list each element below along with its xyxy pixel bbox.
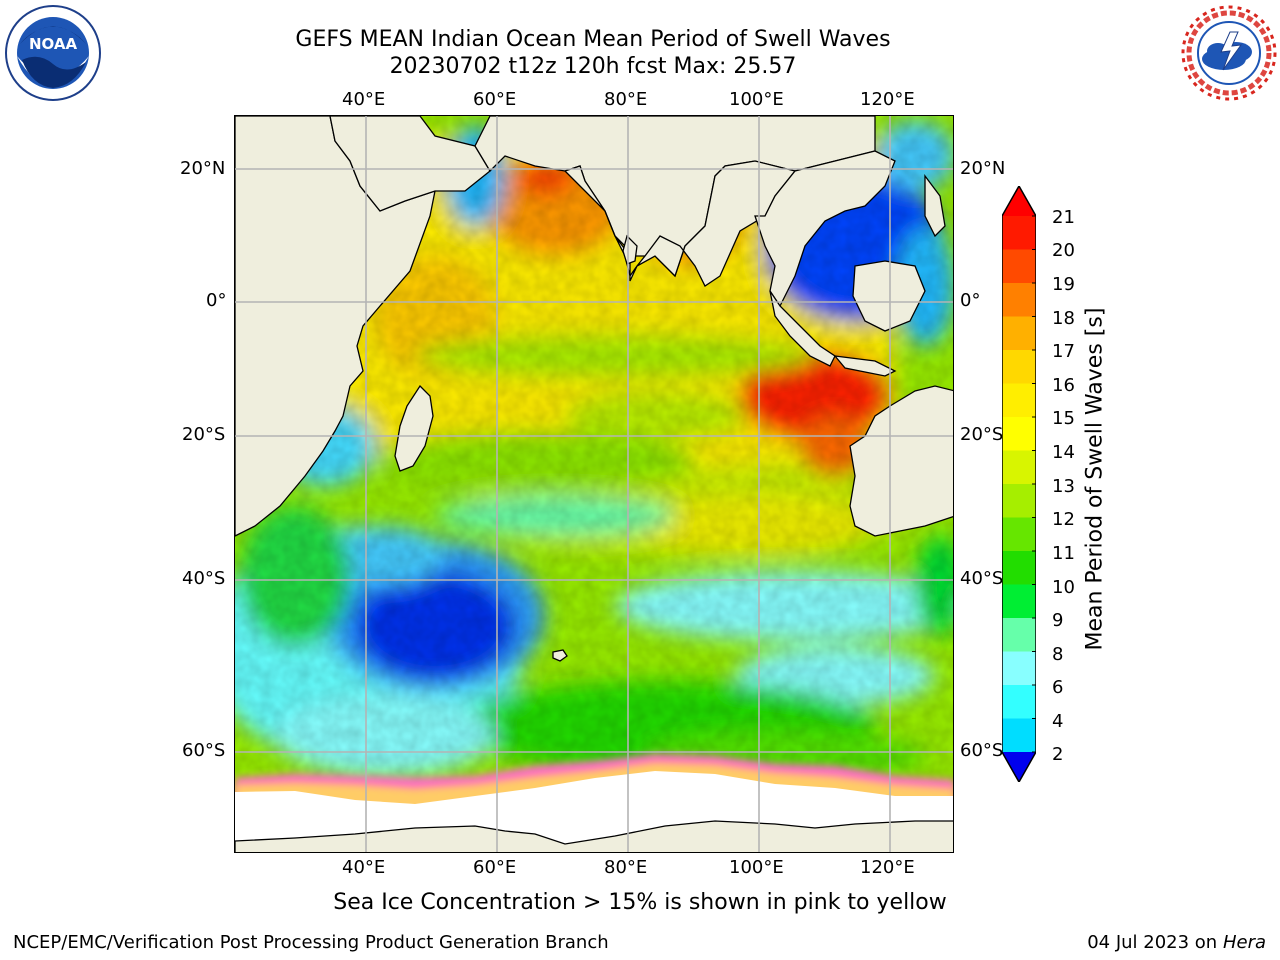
- colorbar-tick: 19: [1052, 274, 1075, 295]
- chart-title: GEFS MEAN Indian Ocean Mean Period of Sw…: [295, 27, 891, 52]
- colorbar-extend-min: [1002, 752, 1036, 782]
- lon-tick-top: 60°E: [473, 89, 517, 110]
- lon-tick-bottom: 80°E: [604, 857, 648, 878]
- lon-tick-top: 80°E: [604, 89, 648, 110]
- lat-tick-right: 40°S: [960, 568, 1004, 589]
- lon-tick-bottom: 100°E: [729, 857, 784, 878]
- colorbar: [1001, 184, 1037, 784]
- lon-tick-top: 100°E: [729, 89, 784, 110]
- colorbar-segment: [1002, 685, 1036, 720]
- colorbar-segment: [1002, 417, 1036, 452]
- lat-tick-right: 20°S: [960, 424, 1004, 445]
- lat-tick-left: 20°N: [180, 158, 226, 179]
- colorbar-tick: 14: [1052, 442, 1075, 463]
- colorbar-scale: [1001, 184, 1037, 784]
- nws-logo: [1180, 4, 1278, 102]
- colorbar-extend-max: [1002, 186, 1036, 216]
- footer-date-text: 04 Jul 2023 on: [1087, 932, 1223, 953]
- colorbar-segment: [1002, 283, 1036, 318]
- land-masses: [235, 116, 953, 852]
- swell-period-map: [235, 116, 953, 852]
- lon-tick-bottom: 120°E: [860, 857, 915, 878]
- lat-tick-right: 0°: [960, 290, 981, 311]
- colorbar-segment: [1002, 718, 1036, 753]
- noaa-logo: NOAA: [4, 4, 102, 102]
- lon-tick-bottom: 40°E: [342, 857, 386, 878]
- colorbar-tick: 4: [1052, 711, 1064, 732]
- colorbar-tick: 21: [1052, 207, 1075, 228]
- colorbar-tick: 15: [1052, 408, 1075, 429]
- colorbar-tick: 17: [1052, 341, 1075, 362]
- colorbar-tick: 13: [1052, 476, 1075, 497]
- graticule: [235, 116, 953, 852]
- footer-date: 04 Jul 2023 on Hera: [1087, 932, 1266, 953]
- chart-subtitle: 20230702 t12z 120h fcst Max: 25.57: [389, 54, 797, 79]
- footer-machine: Hera: [1222, 932, 1266, 953]
- colorbar-tick: 9: [1052, 610, 1064, 631]
- noaa-logo-text: NOAA: [29, 35, 78, 53]
- colorbar-tick: 16: [1052, 375, 1075, 396]
- lat-tick-left: 0°: [206, 290, 227, 311]
- lat-tick-left: 40°S: [182, 568, 226, 589]
- map-panel[interactable]: [234, 115, 954, 853]
- colorbar-segment: [1002, 618, 1036, 653]
- colorbar-segment: [1002, 450, 1036, 485]
- colorbar-segment: [1002, 584, 1036, 619]
- lat-tick-right: 20°N: [960, 158, 1006, 179]
- colorbar-segment: [1002, 316, 1036, 351]
- lat-tick-right: 60°S: [960, 740, 1004, 761]
- sea-ice-note: Sea Ice Concentration > 15% is shown in …: [333, 890, 947, 915]
- colorbar-tick: 10: [1052, 577, 1075, 598]
- colorbar-tick: 11: [1052, 543, 1075, 564]
- colorbar-segment: [1002, 350, 1036, 385]
- colorbar-segment: [1002, 484, 1036, 519]
- colorbar-tick: 20: [1052, 240, 1075, 261]
- colorbar-tick: 12: [1052, 509, 1075, 530]
- colorbar-tick: 2: [1052, 744, 1064, 765]
- footer-credit: NCEP/EMC/Verification Post Processing Pr…: [13, 932, 609, 953]
- colorbar-segment: [1002, 517, 1036, 552]
- lat-tick-left: 60°S: [182, 740, 226, 761]
- lon-tick-top: 40°E: [342, 89, 386, 110]
- lon-tick-top: 120°E: [860, 89, 915, 110]
- colorbar-segment: [1002, 216, 1036, 251]
- colorbar-segment: [1002, 383, 1036, 418]
- colorbar-tick: 8: [1052, 644, 1064, 665]
- colorbar-label: Mean Period of Swell Waves [s]: [1082, 307, 1108, 651]
- colorbar-tick: 6: [1052, 677, 1064, 698]
- lon-tick-bottom: 60°E: [473, 857, 517, 878]
- colorbar-segment: [1002, 249, 1036, 284]
- colorbar-segment: [1002, 551, 1036, 586]
- colorbar-segment: [1002, 651, 1036, 686]
- colorbar-tick: 18: [1052, 308, 1075, 329]
- lat-tick-left: 20°S: [182, 424, 226, 445]
